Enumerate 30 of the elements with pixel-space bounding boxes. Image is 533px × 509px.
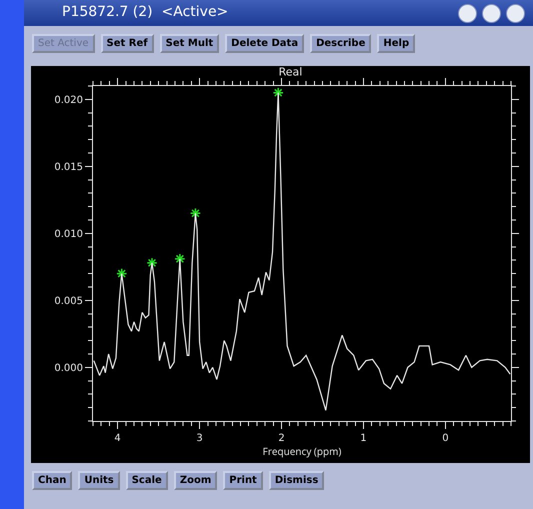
- text: Set Ref: [100, 34, 154, 53]
- text: Describe: [310, 34, 372, 53]
- text: Delete Data: [225, 34, 304, 53]
- x-tick-label: 0: [442, 433, 449, 444]
- text: Zoom: [174, 471, 218, 490]
- point: [116, 268, 128, 280]
- chart-title: Real: [278, 66, 302, 79]
- point: [146, 257, 158, 268]
- point: [174, 253, 186, 264]
- text: Set Active: [32, 34, 95, 53]
- text: Units: [78, 471, 120, 490]
- point: [272, 87, 284, 98]
- text: Set Mult: [160, 34, 220, 53]
- x-tick-label: 3: [196, 433, 203, 444]
- y-tick-label: 0.020: [54, 94, 83, 106]
- x-tick-label: 1: [360, 433, 367, 444]
- y-tick-label: 0.000: [54, 362, 83, 374]
- y-tick-label: 0.010: [54, 228, 83, 240]
- y-tick-label: 0.005: [54, 296, 83, 307]
- text: Chan: [32, 471, 72, 490]
- point: [190, 208, 201, 219]
- text: Dismiss: [268, 471, 324, 490]
- x-axis-title: Frequency (ppm): [262, 444, 342, 458]
- text: Scale: [126, 471, 168, 490]
- text: Help: [377, 34, 416, 53]
- y-tick-label: 0.015: [54, 162, 83, 173]
- text: Print: [223, 471, 263, 490]
- x-tick-label: 2: [278, 433, 285, 444]
- text: P15872.7 (2) <Active>: [62, 4, 228, 20]
- x-tick-label: 4: [114, 433, 121, 444]
